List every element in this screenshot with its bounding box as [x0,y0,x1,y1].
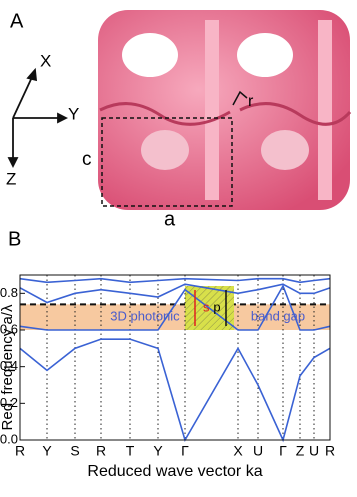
x-tick-label: Γ [279,443,287,459]
gap-label: 3D photonic [110,309,180,324]
x-tick-label: Z [296,443,305,459]
x-tick-label: R [15,443,25,459]
x-tick-label: R [96,443,106,459]
lattice-label: c [82,149,92,170]
r-arrow [232,90,248,106]
band-gap [20,304,330,330]
y-tick-label: 0.2 [0,395,18,410]
band [19,284,331,331]
p-label: p [213,299,220,314]
x-tick-label: U [309,443,319,459]
s-label: s [203,299,210,314]
x-axis-title: Reduced wave vector ka [87,463,262,480]
x-tick-label: T [126,443,135,459]
band [19,283,331,304]
band [19,277,331,284]
x-tick-label: X [233,443,243,459]
x-tick-label: S [70,443,79,459]
panel-label: B [8,228,21,250]
x-tick-label: Y [42,443,52,459]
y-axis-title: Red. frequency a/λ [0,304,16,430]
panel-label: A [10,10,24,32]
axis-label: Y [68,104,79,123]
x-tick-label: R [325,443,335,459]
x-tick-label: Y [153,443,163,459]
y-tick-label: 0.8 [0,285,18,300]
gap-label: band gap [251,309,305,324]
lattice-label: r [248,93,254,110]
lattice-label: a [164,208,176,230]
axis-label: Z [6,169,16,188]
x-tick-label: Γ [181,443,189,459]
axis-label: X [40,51,51,70]
axes-icon [7,67,69,169]
plot-frame [19,274,331,441]
y-tick-label: 0.6 [0,321,18,336]
y-tick-label: 0.0 [0,431,18,446]
x-tick-label: U [253,443,263,459]
gyroid-render [98,10,352,210]
unit-cell [101,117,233,207]
y-tick-label: 0.4 [0,358,18,373]
